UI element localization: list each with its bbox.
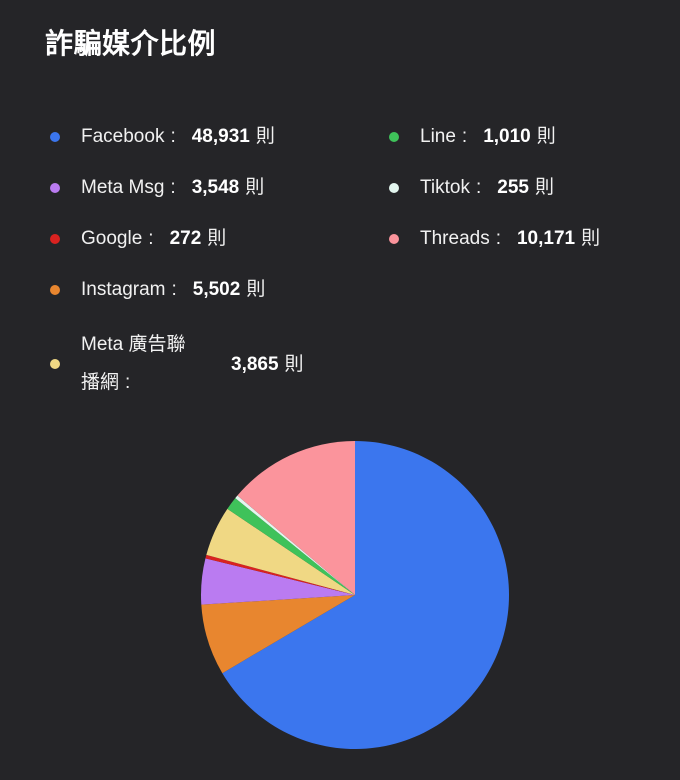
pie-slice-threads[interactable] — [237, 441, 355, 595]
pie-slice-instagram[interactable] — [201, 595, 355, 674]
legend-color-dot-meta-msg — [50, 182, 60, 193]
legend-label-google: Google: — [81, 228, 154, 249]
legend-unit: 則 — [581, 228, 601, 249]
legend-separator: : — [148, 228, 154, 249]
legend-unit: 則 — [245, 177, 265, 198]
legend-item-meta-msg[interactable]: Meta Msg: 3,548 則 — [46, 173, 381, 202]
legend-unit: 則 — [534, 177, 554, 198]
legend-value-instagram: 5,502 則 — [192, 279, 266, 300]
pie-chart[interactable] — [0, 437, 680, 780]
legend-separator: : — [171, 279, 177, 300]
legend-unit: 則 — [284, 353, 304, 375]
legend-value-meta-ad: 3,865 則 — [231, 353, 304, 375]
legend-column-left: Facebook: 48,931 則 Meta Msg: 3,548 則 Googl… — [46, 122, 381, 424]
legend-color-dot-line — [389, 131, 399, 142]
legend-item-threads[interactable]: Threads: 10,171 則 — [385, 224, 670, 253]
legend-color-dot-threads — [389, 233, 399, 244]
pie-slice-facebook[interactable] — [222, 441, 510, 749]
legend-color-dot-tiktok — [389, 182, 399, 193]
legend-label-meta-msg: Meta Msg: — [81, 177, 176, 198]
legend-value-facebook: 48,931 則 — [191, 126, 275, 147]
legend-item-meta-ad[interactable]: Meta 廣告聯播網: 3,865 則 — [46, 326, 381, 402]
legend-value-threads: 10,171 則 — [516, 228, 601, 249]
pie-slice-tiktok[interactable] — [235, 495, 355, 595]
legend-label-instagram: Instagram: — [81, 279, 177, 300]
pie-slice-google[interactable] — [205, 554, 355, 595]
legend-separator: : — [170, 126, 176, 147]
legend-item-instagram[interactable]: Instagram: 5,502 則 — [46, 275, 381, 304]
legend-unit: 則 — [207, 228, 227, 249]
legend-item-line[interactable]: Line: 1,010 則 — [385, 122, 670, 151]
pie-slice-line[interactable] — [227, 498, 355, 595]
legend-label-tiktok: Tiktok: — [420, 177, 482, 198]
legend-color-dot-instagram — [50, 284, 60, 295]
legend-separator: : — [461, 126, 468, 147]
legend-label-meta-ad: Meta 廣告聯播網: — [81, 334, 186, 393]
legend-item-facebook[interactable]: Facebook: 48,931 則 — [46, 122, 381, 151]
legend-value-meta-msg: 3,548 則 — [191, 177, 265, 198]
legend-column-right: Line: 1,010 則 Tiktok: 255 則 Threads: 10,17… — [385, 122, 670, 275]
legend-value-tiktok: 255 則 — [497, 177, 554, 198]
legend-value-line: 1,010 則 — [483, 126, 556, 147]
page-title: 詐騙媒介比例 — [45, 28, 217, 59]
legend-separator: : — [125, 372, 131, 393]
legend-item-tiktok[interactable]: Tiktok: 255 則 — [385, 173, 670, 202]
legend-item-google[interactable]: Google: 272 則 — [46, 224, 381, 253]
pie-slice-meta_msg[interactable] — [200, 558, 355, 605]
legend-label-facebook: Facebook: — [81, 126, 176, 147]
legend-unit: 則 — [246, 279, 266, 300]
legend-value-google: 272 則 — [169, 228, 227, 249]
legend-color-dot-google — [50, 233, 60, 244]
legend-separator: : — [495, 228, 501, 249]
pie-slice-meta_ad[interactable] — [206, 508, 355, 595]
legend-separator: : — [475, 177, 482, 198]
legend-separator: : — [170, 177, 176, 198]
legend-unit: 則 — [255, 126, 275, 147]
legend-color-dot-facebook — [50, 131, 60, 142]
legend-unit: 則 — [536, 126, 556, 147]
legend-color-dot-meta-ad — [50, 359, 60, 369]
legend-label-threads: Threads: — [420, 228, 501, 249]
legend-label-line: Line: — [420, 126, 468, 147]
